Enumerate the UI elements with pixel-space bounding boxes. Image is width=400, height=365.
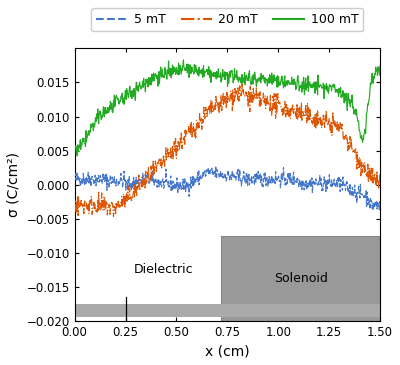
Bar bbox=[75, 304, 380, 317]
X-axis label: x (cm): x (cm) bbox=[205, 344, 250, 358]
Bar bbox=[221, 235, 380, 320]
Text: Dielectric: Dielectric bbox=[134, 264, 193, 276]
Y-axis label: σ (C/cm²): σ (C/cm²) bbox=[7, 152, 21, 217]
Legend: 5 mT, 20 mT, 100 mT: 5 mT, 20 mT, 100 mT bbox=[91, 8, 363, 31]
Text: Solenoid: Solenoid bbox=[274, 272, 328, 285]
